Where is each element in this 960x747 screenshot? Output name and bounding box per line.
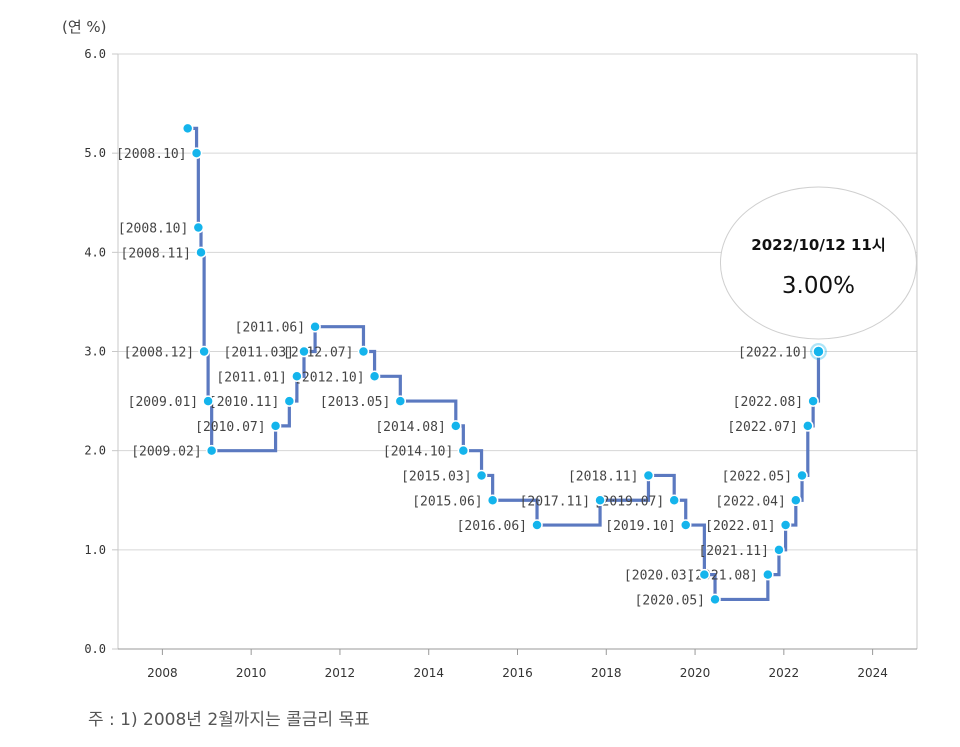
data-point-label: [2011.03] (224, 346, 294, 361)
data-point[interactable] (812, 345, 825, 358)
x-tick-label: 2018 (591, 666, 622, 680)
data-point-label: [2017.11] (520, 494, 590, 509)
data-point[interactable] (802, 420, 814, 432)
data-point[interactable] (202, 395, 214, 407)
x-tick-label: 2008 (147, 666, 178, 680)
y-tick-label: 3.0 (84, 345, 106, 359)
data-point[interactable] (679, 519, 692, 531)
footnote: 주 : 1) 2008년 2월까지는 콜금리 목표 (88, 710, 370, 730)
y-tick-label: 4.0 (84, 245, 106, 259)
data-point[interactable] (269, 420, 282, 432)
data-point-label: [2019.10] (605, 519, 675, 534)
data-point-label: [2010.11] (209, 395, 279, 410)
label-layer: [2008.10] [2008.10] [2008.11] [2008.12] [200… (116, 147, 808, 608)
data-point-label: [2012.07] (283, 346, 353, 361)
data-point-label: [2020.03] (624, 569, 694, 584)
data-point[interactable] (709, 593, 721, 606)
data-point[interactable] (486, 494, 499, 506)
data-point-label: [2022.01] (705, 519, 775, 534)
data-point[interactable] (190, 147, 203, 159)
data-point-label: [2020.05] (635, 593, 705, 608)
data-point-label: [2022.08] (733, 395, 803, 410)
data-point[interactable] (773, 544, 785, 556)
data-point[interactable] (198, 345, 210, 358)
data-point-label: [2021.11] (698, 544, 768, 559)
data-point[interactable] (807, 395, 819, 407)
data-point-label: [2014.10] (383, 445, 453, 460)
data-point[interactable] (642, 469, 655, 482)
data-point[interactable] (205, 444, 218, 457)
data-point[interactable] (531, 519, 543, 531)
data-point-label: [2008.11] (121, 246, 191, 261)
data-point-label: [2015.03] (401, 469, 471, 484)
x-tick-label: 2012 (325, 666, 356, 680)
data-point[interactable] (394, 395, 407, 407)
x-tick-label: 2020 (680, 666, 711, 680)
x-tick-label: 2014 (413, 666, 444, 680)
tooltip: 2022/10/12 11시 3.00% (719, 186, 917, 340)
data-point-label: [2014.08] (375, 420, 445, 435)
y-tick-label: 2.0 (84, 444, 106, 458)
data-point-label: [2022.04] (715, 494, 785, 509)
data-point[interactable] (790, 494, 802, 506)
data-point-label: [2019.07] (594, 494, 664, 509)
data-point-label: [2008.12] (124, 346, 194, 361)
tooltip-date: 2022/10/12 11시 (751, 236, 885, 254)
y-tick-label: 1.0 (84, 543, 106, 557)
y-axis-unit-label: (연 %) (62, 18, 107, 36)
data-point-label: [2016.06] (457, 519, 527, 534)
data-point-label: [2011.01] (216, 370, 286, 385)
data-point-label: [2009.01] (128, 395, 198, 410)
point-layer[interactable] (181, 122, 827, 606)
data-point[interactable] (594, 494, 606, 506)
data-point-label: [2022.07] (727, 420, 797, 435)
data-point[interactable] (181, 122, 194, 135)
data-point-label: [2008.10] (118, 222, 188, 237)
data-point[interactable] (450, 420, 462, 432)
data-point-label: [2010.07] (195, 420, 265, 435)
tooltip-value: 3.00% (782, 273, 855, 299)
data-point[interactable] (309, 320, 321, 333)
data-point[interactable] (291, 370, 303, 383)
data-point-label: [2011.06] (235, 321, 305, 336)
data-point[interactable] (192, 221, 205, 234)
tooltip-bubble (719, 186, 917, 340)
data-point[interactable] (762, 568, 774, 581)
y-tick-label: 5.0 (84, 146, 106, 160)
data-point-label: [2015.06] (412, 494, 482, 509)
data-point[interactable] (698, 568, 711, 581)
data-point[interactable] (283, 395, 296, 407)
axis-layer: 0.0 1.0 2.0 3.0 4.0 5.0 6.0 2008 2010 2012 2014 201… (84, 47, 918, 680)
data-point[interactable] (298, 345, 310, 358)
x-tick-label: 2010 (236, 666, 267, 680)
data-point-label: [2012.10] (294, 370, 364, 385)
data-point-label: [2022.05] (722, 469, 792, 484)
data-point[interactable] (796, 469, 808, 482)
y-tick-label: 0.0 (84, 642, 106, 656)
x-tick-label: 2016 (502, 666, 533, 680)
data-point[interactable] (195, 246, 207, 259)
y-tick-label: 6.0 (84, 47, 106, 61)
data-point[interactable] (475, 469, 488, 482)
data-point[interactable] (779, 519, 792, 531)
data-point-label: [2009.02] (131, 445, 201, 460)
data-point-label: [2008.10] (116, 147, 186, 162)
data-point-label: [2018.11] (568, 469, 638, 484)
data-point-label: [2022.10] (738, 346, 808, 361)
data-point[interactable] (668, 494, 680, 506)
x-tick-label: 2024 (857, 666, 888, 680)
x-tick-label: 2022 (769, 666, 800, 680)
data-point[interactable] (368, 370, 381, 383)
data-point-label: [2021.08] (687, 569, 757, 584)
data-point-label: [2013.05] (320, 395, 390, 410)
data-point[interactable] (357, 345, 370, 358)
data-point[interactable] (457, 444, 470, 457)
